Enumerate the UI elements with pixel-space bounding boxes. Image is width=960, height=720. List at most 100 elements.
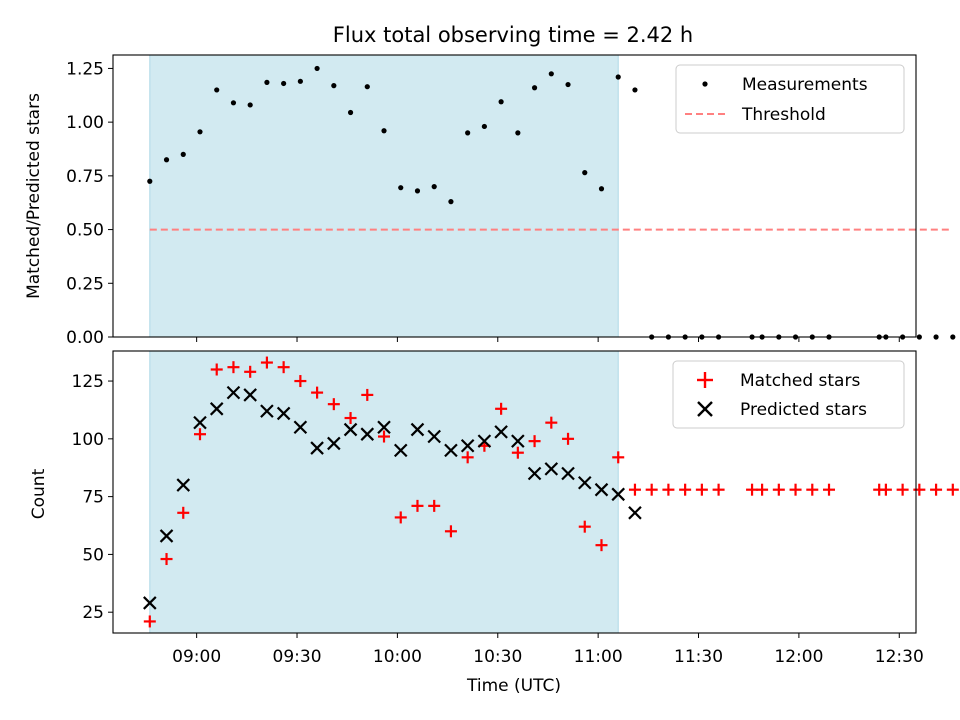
predicted-stars-point — [226, 385, 241, 400]
matched-stars-point — [662, 483, 675, 496]
matched-stars-point — [695, 483, 708, 496]
x-tick-label: 11:30 — [674, 647, 723, 667]
matched-stars-point — [311, 386, 324, 399]
matched-stars-point — [823, 483, 836, 496]
y-tick-label: 25 — [82, 603, 104, 623]
matched-stars-point — [143, 615, 156, 628]
matched-stars-point — [210, 363, 223, 376]
measurement-point — [531, 85, 538, 91]
matched-stars-point — [712, 483, 725, 496]
matched-stars-point — [244, 365, 257, 378]
y-tick-label: 50 — [82, 545, 104, 565]
matched-stars-point — [411, 499, 424, 512]
x-tick-label: 11:00 — [574, 647, 623, 667]
predicted-stars-point — [393, 443, 408, 458]
predicted-stars-point — [143, 596, 157, 610]
measurement-point — [347, 109, 354, 116]
bottom-axes-frame — [112, 350, 917, 634]
predicted-stars-point-b — [360, 427, 375, 441]
predicted-stars-point-b — [377, 420, 391, 435]
measurement-point — [632, 87, 638, 93]
predicted-stars-point-b — [527, 466, 542, 481]
matched-stars-legend-label: Matched stars — [740, 371, 860, 391]
y-tick-label: 0.25 — [66, 274, 104, 294]
bottom-shaded-interval — [149, 351, 619, 633]
predicted-stars-point — [343, 422, 358, 437]
matched-stars-point — [160, 553, 173, 566]
predicted-stars-point — [410, 422, 425, 437]
predicted-stars-point-b — [327, 436, 341, 451]
predicted-stars-point — [561, 466, 575, 481]
predicted-stars-point-b — [561, 466, 575, 481]
bottom-legend: Matched stars Predicted stars — [672, 360, 905, 429]
predicted-stars-point-b — [176, 478, 191, 492]
predicted-stars-point — [477, 434, 492, 448]
matched-stars-point — [746, 483, 759, 496]
predicted-stars-point-b — [611, 487, 625, 502]
predicted-stars-point-b — [594, 482, 609, 497]
x-tick-label: 09:30 — [273, 647, 322, 667]
matched-stars-point — [394, 511, 407, 524]
predicted-stars-point-b — [143, 596, 157, 610]
predicted-stars-point — [527, 466, 542, 481]
matched-stars-legend-marker — [697, 372, 713, 388]
top-legend-box — [675, 64, 905, 134]
top-series-layer — [147, 65, 956, 340]
measurement-point — [147, 178, 153, 184]
x-tick-label: 10:00 — [373, 647, 422, 667]
matched-stars-point — [294, 375, 307, 388]
top-axis-ticks: 0.00 0.25 0.50 0.75 1.00 1.25 — [66, 59, 900, 348]
top-y-axis-label: Matched/Predicted stars — [24, 93, 44, 299]
measurement-point — [916, 334, 922, 340]
predicted-stars-point — [159, 529, 174, 543]
threshold-legend-label: Threshold — [741, 105, 826, 125]
measurement-point — [314, 65, 320, 72]
matched-stars-point — [645, 483, 658, 496]
y-tick-label: 0.75 — [66, 167, 104, 187]
matched-stars-point — [528, 435, 541, 448]
matched-stars-point — [344, 412, 357, 425]
measurements-legend-label: Measurements — [742, 75, 868, 95]
y-tick-label: 125 — [72, 372, 104, 392]
matched-stars-point — [930, 483, 943, 496]
measurement-point — [565, 81, 571, 88]
matched-stars-point — [946, 483, 959, 496]
matched-stars-point — [679, 483, 692, 496]
measurement-point — [247, 102, 253, 108]
matched-stars-point — [913, 483, 926, 496]
matched-stars-point — [595, 539, 608, 552]
x-tick-label: 12:30 — [875, 647, 924, 667]
matched-stars-point — [193, 428, 206, 441]
predicted-stars-point — [611, 487, 625, 502]
bottom-legend-box — [672, 360, 905, 429]
shaded-span — [149, 351, 619, 633]
predicted-stars-point — [193, 415, 207, 430]
matched-stars-point — [806, 483, 819, 496]
matched-stars-point — [361, 388, 374, 401]
matched-stars-point — [428, 499, 441, 512]
predicted-stars-point — [377, 420, 391, 435]
predicted-stars-point — [293, 420, 308, 435]
matched-stars-point — [578, 520, 591, 533]
predicted-stars-point-b — [243, 388, 257, 402]
x-axis-label: Time (UTC) — [466, 676, 561, 696]
predicted-stars-point-b — [193, 415, 207, 430]
predicted-stars-point-b — [343, 422, 358, 437]
matched-stars-point — [628, 483, 641, 496]
measurement-point — [197, 129, 203, 135]
measurement-point — [281, 80, 287, 87]
matched-stars-point — [756, 483, 769, 496]
measurement-point — [331, 83, 337, 89]
predicted-stars-point — [427, 429, 441, 444]
matched-stars-point — [378, 430, 391, 443]
predicted-stars-point-b — [260, 404, 274, 418]
matched-stars-point — [444, 525, 457, 538]
matched-stars-point — [511, 446, 524, 459]
predicted-stars-point — [243, 388, 257, 402]
y-tick-label: 100 — [72, 430, 104, 450]
measurement-point — [448, 199, 454, 205]
predicted-stars-point — [209, 402, 224, 416]
matched-stars-point — [177, 506, 190, 519]
matched-stars-point — [879, 483, 892, 496]
predicted-stars-point-b — [393, 443, 408, 458]
